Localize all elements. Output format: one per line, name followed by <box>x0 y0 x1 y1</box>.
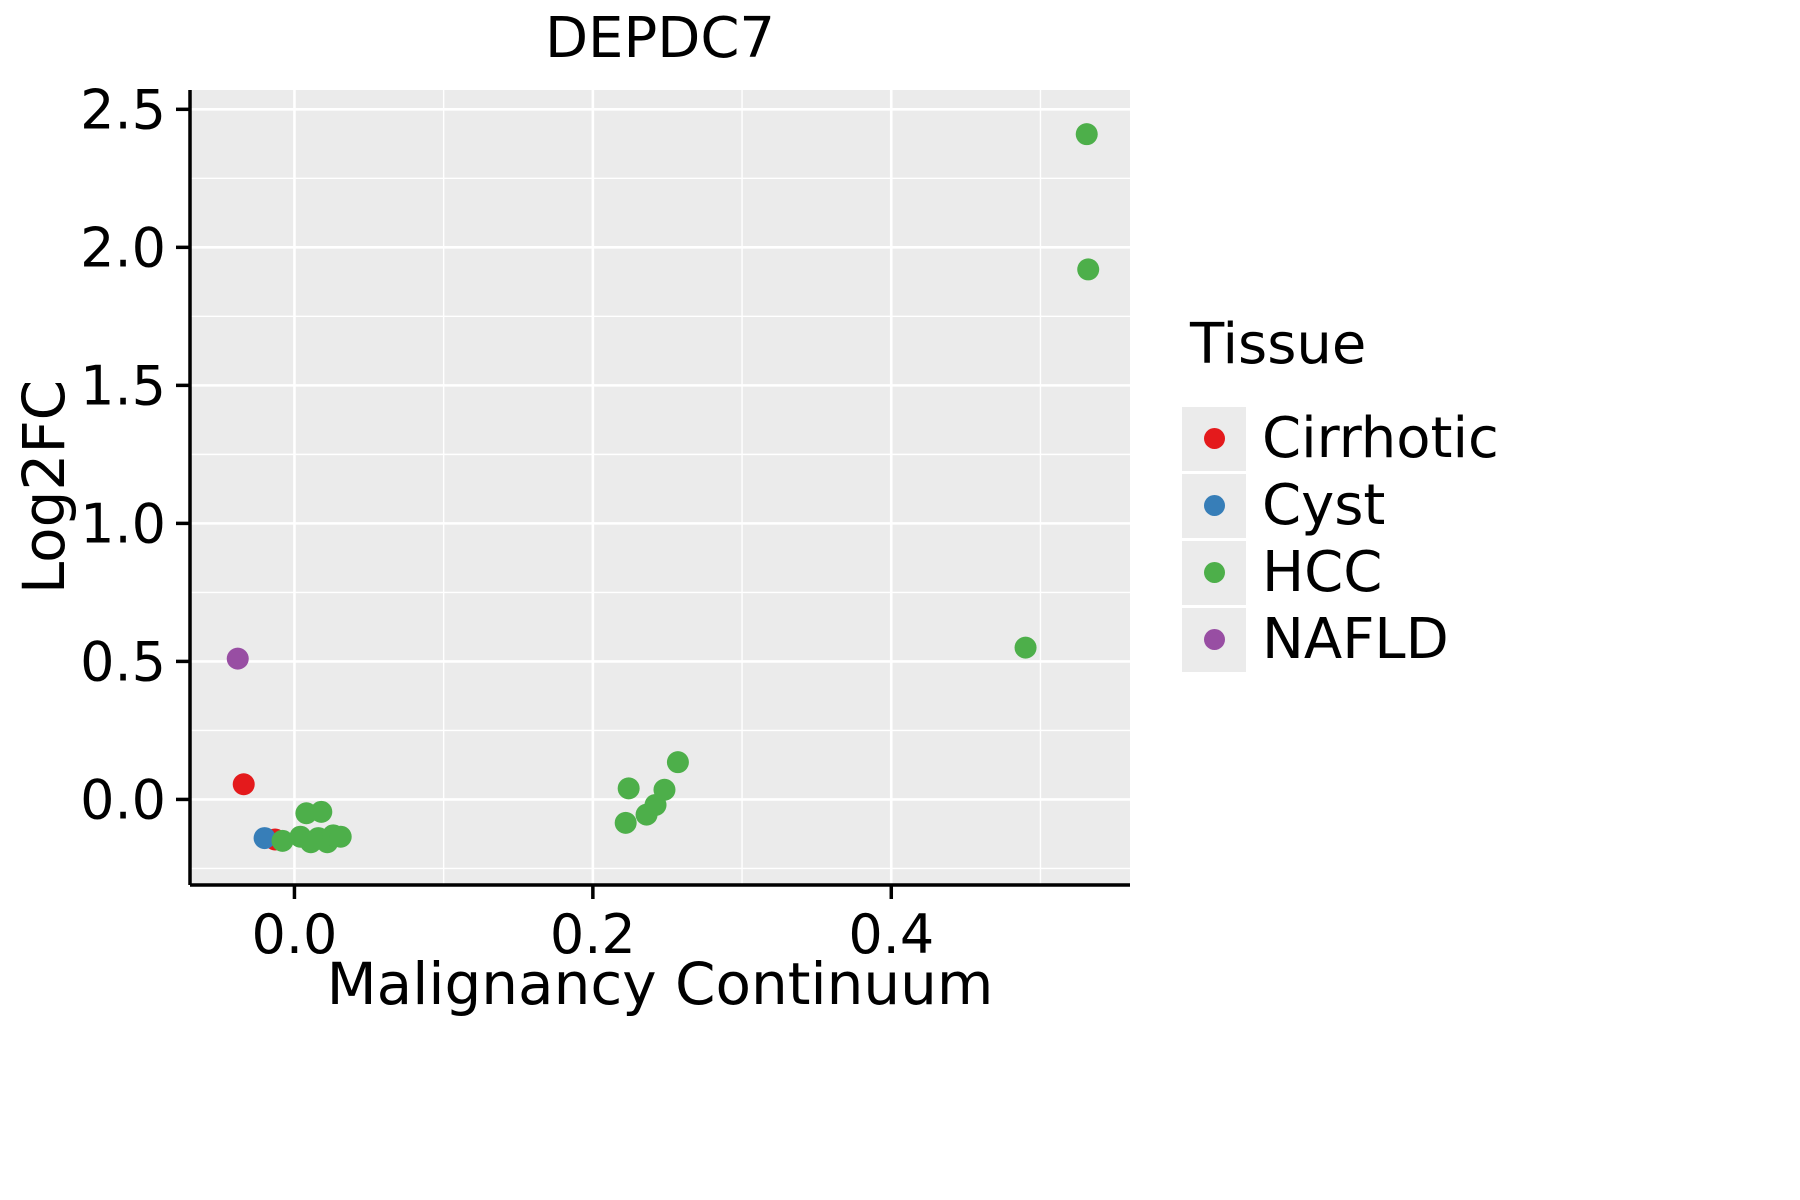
data-point-hcc <box>1075 123 1098 146</box>
legend-label: Cirrhotic <box>1262 406 1499 471</box>
data-point-hcc <box>271 829 294 852</box>
y-tick-label: 0.0 <box>80 768 166 831</box>
data-point-hcc <box>614 811 637 834</box>
legend-dot-cirrhotic <box>1203 428 1225 449</box>
legend-key <box>1182 473 1246 538</box>
legend-dot-hcc <box>1203 562 1225 583</box>
y-tick-label: 2.0 <box>80 216 166 279</box>
y-axis-label: Log2FC <box>10 379 78 595</box>
x-tick-label: 0.2 <box>550 903 636 966</box>
y-tick-label: 2.5 <box>80 78 166 141</box>
legend-dot-cyst <box>1203 495 1225 516</box>
y-tick-label: 0.5 <box>80 630 166 693</box>
x-tick-label: 0.4 <box>848 903 934 966</box>
y-tick-label: 1.0 <box>80 492 166 555</box>
data-point-hcc <box>617 777 640 800</box>
data-point-cirrhotic <box>232 773 255 796</box>
data-point-cyst <box>253 827 276 850</box>
legend-item-nafld: NAFLD <box>1182 606 1499 673</box>
data-point-hcc <box>666 751 689 774</box>
x-tick-label: 0.0 <box>251 903 337 966</box>
legend-item-hcc: HCC <box>1182 539 1499 606</box>
legend-label: NAFLD <box>1262 607 1449 672</box>
legend-item-cyst: Cyst <box>1182 472 1499 539</box>
legend-key <box>1182 540 1246 605</box>
y-tick-label: 1.5 <box>80 354 166 417</box>
data-point-hcc <box>1077 258 1100 281</box>
data-point-nafld <box>226 647 249 670</box>
chart-title: DEPDC7 <box>544 6 776 71</box>
legend-item-cirrhotic: Cirrhotic <box>1182 405 1499 472</box>
legend: Tissue Cirrhotic Cyst HCC NAFLD <box>1182 312 1499 673</box>
x-axis-label: Malignancy Continuum <box>326 950 994 1018</box>
legend-dot-nafld <box>1203 629 1225 650</box>
data-point-hcc <box>1014 636 1037 659</box>
legend-label: HCC <box>1262 540 1383 605</box>
legend-label: Cyst <box>1262 473 1386 538</box>
legend-items: Cirrhotic Cyst HCC NAFLD <box>1182 405 1499 673</box>
data-point-hcc <box>329 825 352 848</box>
legend-key <box>1182 406 1246 471</box>
plot-panel <box>190 90 1130 885</box>
data-point-hcc <box>310 800 333 823</box>
data-point-hcc <box>653 778 676 801</box>
legend-key <box>1182 607 1246 672</box>
legend-title: Tissue <box>1190 312 1367 377</box>
